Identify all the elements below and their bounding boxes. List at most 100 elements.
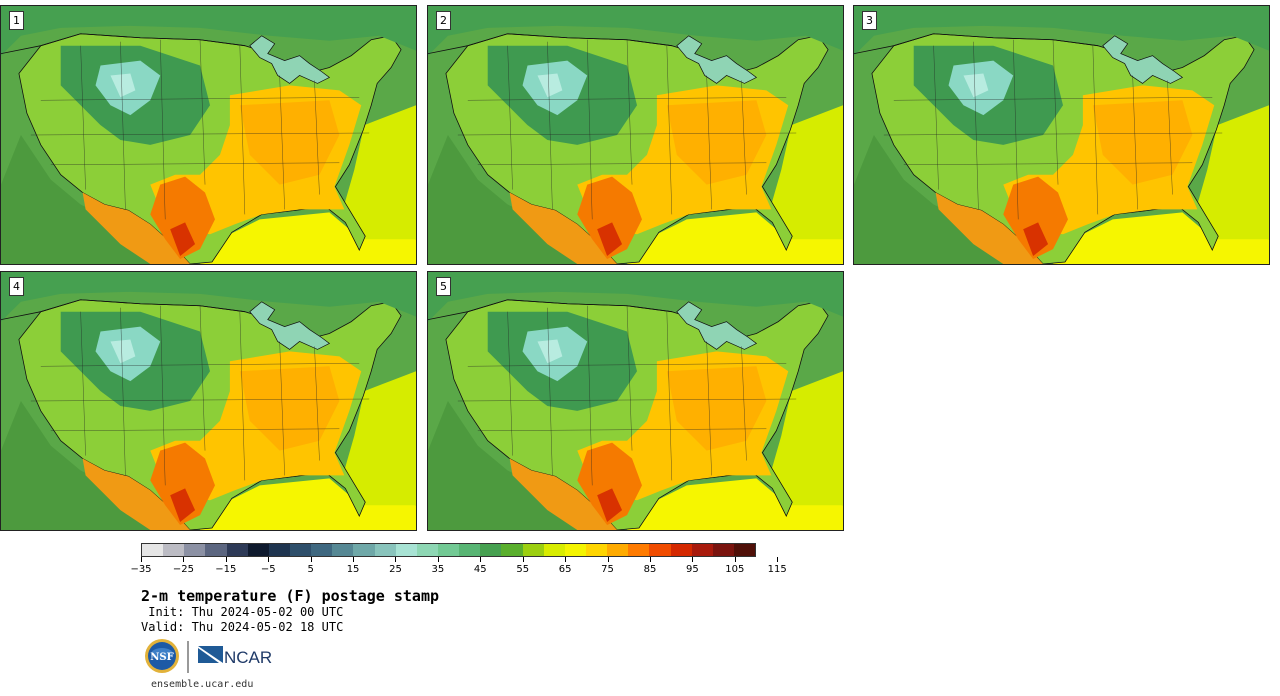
- colorbar-segment: [353, 544, 375, 556]
- ensemble-member-panel-1: 1: [0, 5, 417, 265]
- hottest-region: [1023, 222, 1049, 257]
- temperature-map-4: [1, 272, 416, 530]
- great-lakes: [676, 35, 758, 84]
- colorbar-tick: [353, 557, 355, 562]
- state-boundary: [80, 45, 86, 190]
- ncar-logo-text: NCAR: [224, 648, 272, 667]
- hot-region: [1003, 176, 1068, 260]
- state-boundary: [279, 75, 285, 210]
- colorbar-tick: [734, 557, 736, 562]
- colorbar-segment: [585, 544, 608, 556]
- state-boundary: [120, 307, 126, 476]
- border-line: [1, 33, 245, 55]
- coldest-region: [110, 339, 136, 364]
- state-boundary: [626, 305, 633, 451]
- state-boundary: [467, 97, 787, 101]
- gulf-of-mexico: [627, 478, 843, 530]
- ensemble-member-panel-4: 4: [0, 271, 417, 531]
- panel-number: 4: [9, 277, 24, 296]
- state-boundary: [50, 428, 340, 432]
- coldest-region: [963, 73, 989, 98]
- state-boundary: [1092, 45, 1099, 215]
- colorbar-tick-label: −5: [260, 564, 276, 575]
- state-boundary: [199, 305, 206, 451]
- state-boundary: [706, 75, 712, 210]
- state-boundary: [586, 305, 593, 486]
- colorbar-tick-label: 95: [686, 564, 699, 575]
- state-boundary: [586, 39, 593, 220]
- ensemble-member-panel-5: 5: [427, 271, 844, 531]
- state-boundary: [159, 39, 166, 220]
- state-boundary: [40, 97, 360, 101]
- state-boundary: [239, 45, 246, 215]
- colorbar-tick-labels: −35 −25 −15 −5 5 15 25 35 45 55 65 75 85 95 105 115: [130, 557, 787, 577]
- state-boundary: [666, 311, 673, 481]
- state-boundary: [741, 80, 747, 195]
- hottest-region: [597, 222, 623, 257]
- state-boundary: [314, 346, 320, 461]
- colorbar-tick-label: 35: [431, 564, 445, 575]
- colorbar-tick: [607, 557, 609, 562]
- state-boundary: [50, 162, 340, 166]
- state-boundary: [547, 41, 553, 210]
- state-boundary: [903, 162, 1193, 166]
- state-boundary: [666, 45, 673, 215]
- hottest-region: [170, 222, 196, 257]
- state-boundary: [973, 41, 979, 210]
- state-boundary: [279, 341, 285, 476]
- great-lakes: [249, 301, 331, 350]
- border-line: [428, 33, 672, 55]
- colorbar-tick: [395, 557, 397, 562]
- colorbar-tick: [692, 557, 694, 562]
- site-url: ensemble.ucar.edu: [151, 679, 254, 690]
- state-boundary: [80, 311, 86, 456]
- hot-region: [577, 176, 642, 260]
- ncar-logo-icon: NCAR: [198, 646, 272, 667]
- state-boundary: [507, 311, 513, 456]
- colorbar-tick-label: 5: [307, 564, 314, 575]
- colorbar-segment: [712, 544, 734, 556]
- panel-number: 3: [862, 11, 877, 30]
- canada-region: [854, 6, 1269, 56]
- state-boundary: [1012, 39, 1019, 220]
- colorbar-tick-label: 75: [601, 564, 614, 575]
- colorbar-tick-label: 15: [346, 564, 360, 575]
- temperature-colorbar: [141, 543, 756, 557]
- gulf-of-mexico: [627, 212, 843, 264]
- gulf-of-mexico: [200, 212, 416, 264]
- state-boundary: [893, 97, 1213, 101]
- colorbar-segment: [416, 544, 438, 556]
- colorbar-tick: [480, 557, 482, 562]
- colorbar-segment: [289, 544, 312, 556]
- colorbar-segment: [205, 544, 227, 556]
- temperature-map-5: [428, 272, 843, 530]
- hot-region: [150, 442, 215, 526]
- colorbar-tick: [649, 557, 651, 562]
- panel-number: 5: [436, 277, 451, 296]
- colorbar-tick: [183, 557, 185, 562]
- colorbar-segment: [184, 544, 206, 556]
- colorbar-segment: [543, 544, 565, 556]
- state-boundary: [933, 45, 939, 190]
- colorbar-segment: [437, 544, 460, 556]
- state-boundary: [120, 41, 126, 210]
- colorbar-tick-label: −25: [172, 564, 194, 575]
- state-boundary: [477, 428, 767, 432]
- colorbar-segment: [311, 544, 333, 556]
- great-lakes: [249, 35, 331, 84]
- state-boundary: [1167, 80, 1173, 195]
- coldest-region: [110, 73, 136, 98]
- colorbar-segment: [142, 544, 164, 556]
- colorbar-tick: [522, 557, 524, 562]
- border-line: [1, 299, 245, 321]
- colorbar-segment: [522, 544, 544, 556]
- colorbar-segment: [670, 544, 692, 556]
- mexico-land: [82, 458, 191, 530]
- init-time: Init: Thu 2024-05-02 00 UTC: [141, 605, 344, 619]
- hot-region: [150, 176, 215, 260]
- state-boundary: [467, 363, 787, 367]
- colorbar-segment: [268, 544, 290, 556]
- colorbar-tick: [141, 557, 142, 562]
- state-boundary: [706, 341, 712, 476]
- hottest-region: [170, 488, 196, 523]
